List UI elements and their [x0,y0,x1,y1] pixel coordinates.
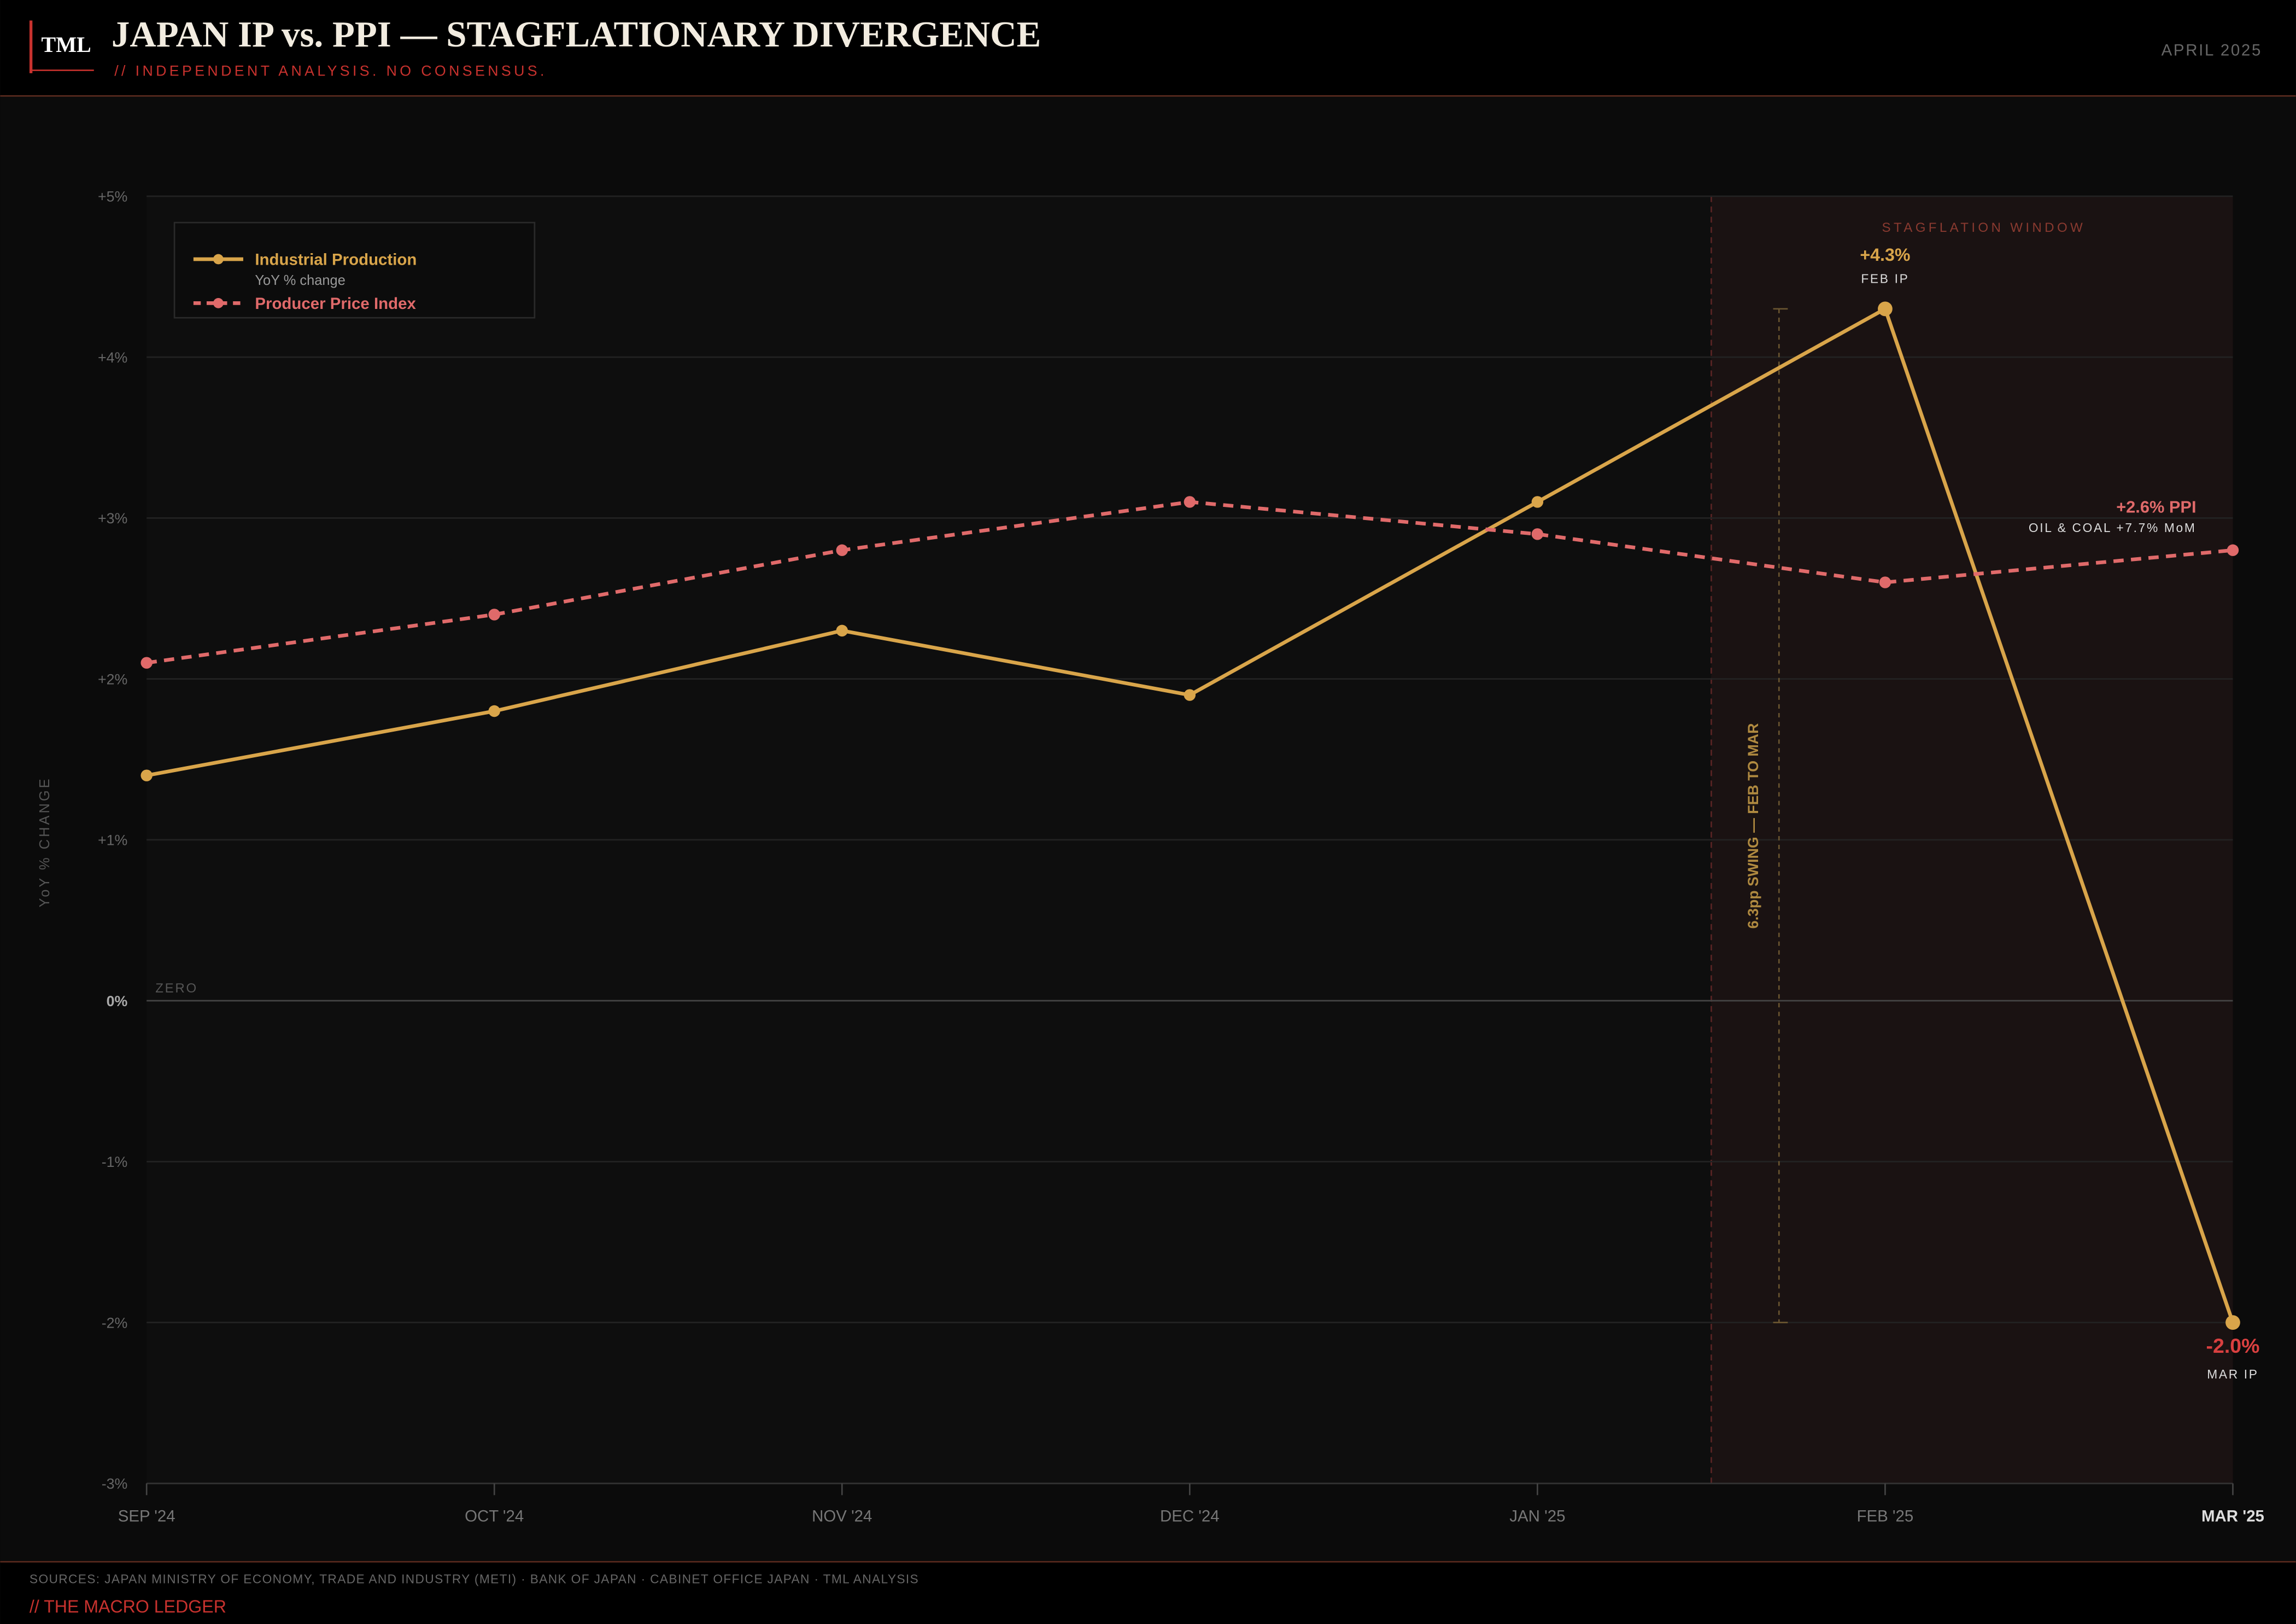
y-tick-label: +2% [98,671,127,687]
swing-label: 6.3pp SWING — FEB TO MAR [1745,723,1761,929]
series-point [1184,496,1196,508]
legend-label[interactable]: Industrial Production [255,250,417,268]
legend-marker [213,297,224,308]
x-tick-label: NOV '24 [812,1507,872,1525]
series-point [836,544,848,556]
y-axis-label: YoY % CHANGE [37,776,52,907]
x-tick-label: SEP '24 [118,1507,175,1525]
series-point [1878,301,1893,317]
series-point [140,657,153,669]
series-point [1184,689,1196,701]
data-label: +4.3% [1860,245,1910,265]
sources: SOURCES: JAPAN MINISTRY OF ECONOMY, TRAD… [30,1572,919,1586]
legend-marker [213,254,224,265]
annotation: FEB IP [1861,271,1909,285]
logo: TML [41,32,91,57]
series-point [2225,1315,2240,1330]
y-tick-label: +1% [98,832,127,849]
title: JAPAN IP vs. PPI — STAGFLATIONARY DIVERG… [112,14,1041,55]
date: APRIL 2025 [2162,42,2262,60]
y-tick-label: -2% [102,1315,128,1331]
ppi-note-detail: OIL & COAL +7.7% MoM [2029,521,2197,535]
x-tick-label: MAR '25 [2201,1507,2264,1525]
series-point [836,624,848,637]
x-tick-label: OCT '24 [465,1507,524,1525]
y-tick-label: +5% [98,189,127,205]
y-tick-label: 0% [107,993,128,1009]
series-point [488,609,500,621]
ppi-note: +2.6% PPI [2116,497,2196,516]
y-tick-label: +4% [98,349,127,366]
legend-label[interactable]: Producer Price Index [255,295,416,313]
series-point [140,769,153,781]
subtitle: // INDEPENDENT ANALYSIS. NO CONSENSUS. [114,62,547,79]
series-point [1879,576,1891,588]
series-point [488,705,500,717]
series-point [2227,544,2239,556]
brand: // THE MACRO LEDGER [30,1597,226,1616]
x-tick-label: DEC '24 [1160,1507,1220,1525]
annotation: MAR IP [2207,1367,2258,1381]
footer-bar [0,1561,2296,1624]
y-tick-label: +3% [98,510,127,527]
y-tick-label: -1% [102,1154,128,1170]
header-bar [0,0,2296,96]
zero-label: ZERO [155,981,198,996]
series-point [1531,528,1544,540]
window-label: STAGFLATION WINDOW [1882,220,2086,235]
series-point [1531,496,1544,508]
legend-note: YoY % change [255,273,345,288]
x-tick-label: FEB '25 [1857,1507,1914,1525]
data-label: -2.0% [2206,1334,2260,1357]
x-tick-label: JAN '25 [1509,1507,1565,1525]
y-tick-label: -3% [102,1476,128,1492]
